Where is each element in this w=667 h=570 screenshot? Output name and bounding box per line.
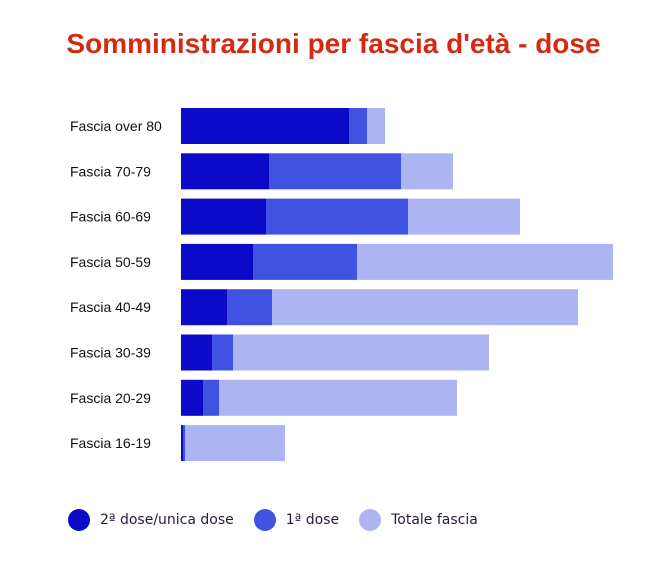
bar-segment[interactable] [181,425,183,462]
bar-segment[interactable] [183,425,185,462]
bar-segment[interactable] [185,425,285,462]
bar-segment[interactable] [181,379,203,416]
legend-label: Totale fascia [391,512,478,528]
bar-segment[interactable] [181,108,349,144]
legend-swatch [359,509,382,531]
bar-segment[interactable] [181,153,269,190]
category-label: Fascia 20-29 [70,390,151,406]
category-label: Fascia over 80 [70,118,162,134]
bar-segment[interactable] [181,243,253,280]
legend-item-total[interactable]: Totale fascia [359,509,478,531]
bar-segment[interactable] [266,198,408,235]
category-label: Fascia 40-49 [70,299,151,315]
legend-item-second-dose[interactable]: 2ª dose/unica dose [68,509,234,531]
legend-swatch [68,509,90,531]
bar-segment[interactable] [401,153,453,190]
chart-legend: 2ª dose/unica dose 1ª dose Totale fascia [68,508,498,532]
chart-title: Somministrazioni per fascia d'età - dose [66,28,601,59]
category-label: Fascia 16-19 [70,435,151,451]
bar-segment[interactable] [349,108,367,144]
category-label: Fascia 60-69 [70,209,151,225]
bar-segment[interactable] [357,243,613,280]
legend-label: 2ª dose/unica dose [100,512,234,528]
bar-segment[interactable] [253,243,357,280]
bar-segment[interactable] [181,334,212,371]
bar-segment[interactable] [181,198,266,235]
legend-item-first-dose[interactable]: 1ª dose [253,509,340,531]
category-label: Fascia 70-79 [70,163,151,179]
legend-swatch [253,509,276,531]
bar-segment[interactable] [272,289,578,326]
bar-segment[interactable] [233,334,489,371]
category-label: Fascia 30-39 [70,345,151,361]
bar-segment[interactable] [227,289,272,326]
bar-segment[interactable] [203,379,219,416]
bar-segment[interactable] [269,153,401,190]
bar-segment[interactable] [408,198,520,235]
bar-segment[interactable] [181,289,227,326]
legend-label: 1ª dose [285,512,340,528]
bar-segment[interactable] [367,108,385,144]
bar-segment[interactable] [219,379,457,416]
bar-segment[interactable] [212,334,233,371]
category-label: Fascia 50-59 [70,254,151,270]
